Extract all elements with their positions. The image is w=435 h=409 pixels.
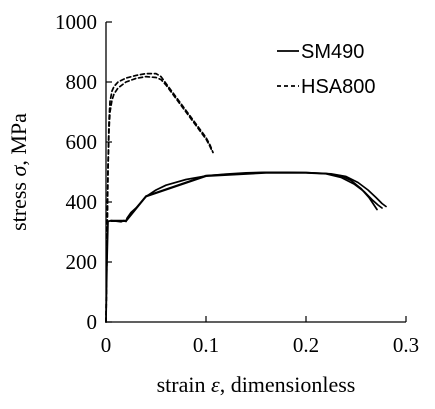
y-tick-label: 800 [66, 70, 98, 94]
axes [105, 22, 406, 323]
x-axis-label: strain ε, dimensionless [157, 372, 356, 397]
legend-label-hsa800: HSA800 [301, 76, 376, 98]
series-line-sm490-3 [110, 172, 383, 223]
y-tick-label: 400 [66, 190, 98, 214]
series-line-hsa800-1 [105, 75, 213, 323]
y-axis-label: stress σ, MPa [6, 113, 31, 231]
y-ticks: 0 200 400 600 800 1000 [55, 10, 112, 334]
y-tick-label: 600 [66, 130, 98, 154]
x-tick-label: 0.3 [393, 333, 419, 357]
x-ticks: 0 0.1 0.2 0.3 [101, 316, 419, 357]
series-line-sm490-1 [105, 171, 378, 323]
x-tick-label: 0 [101, 333, 112, 357]
x-tick-label: 0.1 [193, 333, 219, 357]
y-tick-label: 200 [66, 250, 98, 274]
y-tick-label: 1000 [55, 10, 97, 34]
legend-label-sm490: SM490 [301, 41, 364, 63]
series-line-hsa800-2 [105, 72, 214, 323]
plot-area [105, 72, 387, 323]
x-tick-label: 0.2 [293, 333, 319, 357]
y-tick-label: 0 [87, 310, 98, 334]
legend: SM490 HSA800 [277, 41, 376, 98]
